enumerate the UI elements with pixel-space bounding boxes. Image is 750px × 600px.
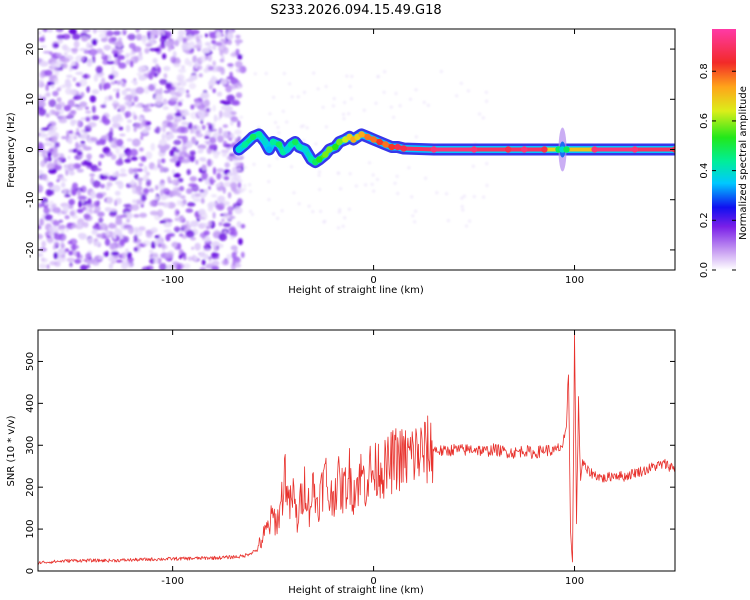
trace-point [292, 138, 299, 146]
snr-panel: -100 0 100 0 100 200 300 400 500 Height of strai… [6, 329, 676, 596]
trace-point [332, 143, 339, 151]
snr-x-axis-label: Height of straight line (km) [288, 585, 424, 596]
trace-point [370, 136, 377, 143]
spectrogram-noise-region [38, 29, 489, 270]
trace-point [326, 146, 333, 153]
snr-series-line [38, 332, 675, 565]
snr-y-tick-label: 300 [25, 436, 36, 455]
trace-point [255, 131, 263, 138]
spectrogram-y-tick-label: 10 [25, 93, 36, 106]
trace-point [241, 141, 249, 148]
trace-point [521, 146, 528, 153]
colorbar-tick-label: 0.8 [699, 63, 710, 79]
trace-point [591, 146, 598, 153]
trace-point [296, 143, 303, 151]
trace-point [394, 143, 401, 151]
trace-point [382, 141, 389, 148]
trace-point [470, 146, 478, 153]
trace-point [336, 138, 343, 146]
trace-point [358, 131, 365, 138]
trace-point [275, 141, 283, 148]
colorbar-tick-label: 0.2 [699, 212, 710, 228]
snr-x-tick-label: 100 [565, 576, 584, 587]
trace-point [541, 146, 548, 153]
colorbar-tick-label: 0.4 [699, 163, 710, 179]
colorbar: 0.0 0.2 0.4 0.6 0.8 Normalized spectral ampl… [699, 29, 749, 278]
colorbar-ticks: 0.0 0.2 0.4 0.6 0.8 [699, 63, 736, 278]
spectrogram-y-tick-label: -10 [25, 192, 36, 208]
colorbar-tick-label: 0.0 [699, 262, 710, 278]
snr-y-tick-label: 400 [25, 394, 36, 413]
trace-point [322, 151, 329, 158]
trace-point [364, 133, 371, 141]
colorbar-tick-label: 0.6 [699, 113, 710, 129]
figure-title: S233.2026.094.15.49.G18 [270, 3, 441, 18]
snr-y-tick-label: 100 [25, 520, 36, 539]
trace-point [249, 133, 257, 141]
snr-ticks: -100 0 100 0 100 200 300 400 500 [25, 330, 675, 587]
snr-y-tick-label: 200 [25, 478, 36, 497]
trace-point [505, 146, 512, 153]
trace-point [269, 138, 277, 146]
spectrogram-trace [232, 127, 675, 172]
snr-y-axis-label: SNR (10 * v/v) [6, 415, 17, 486]
trace-point [376, 138, 383, 146]
spectrogram-y-axis-label: Frequency (Hz) [6, 112, 17, 188]
trace-point [265, 146, 273, 153]
trace-point [284, 146, 291, 153]
trace-point [261, 138, 269, 146]
snr-plot-area [38, 330, 675, 571]
snr-y-tick-label: 0 [25, 568, 36, 574]
trace-point [563, 146, 570, 153]
spectrogram-y-tick-label: -20 [25, 242, 36, 258]
spectrogram-x-axis-label: Height of straight line (km) [288, 285, 424, 296]
snr-frame [37, 329, 676, 572]
snr-y-tick-label: 500 [25, 352, 36, 371]
spectrogram-y-tick-label: 0 [25, 146, 36, 152]
trace-segment [401, 146, 436, 152]
spectrogram-x-tick-label: 100 [565, 275, 584, 286]
trace-point [631, 146, 638, 153]
snr-x-tick-label: 0 [370, 576, 376, 587]
trace-point [430, 146, 438, 153]
trace-point [302, 146, 309, 153]
colorbar-label: Normalized spectral amplitude [738, 86, 749, 240]
noise-speckle-layer [38, 29, 489, 270]
spectrogram-x-tick-label: 0 [370, 275, 376, 286]
trace-point [400, 145, 407, 152]
colorbar-gradient [712, 29, 736, 270]
spectrogram-y-tick-label: 20 [25, 43, 36, 56]
trace-point [316, 156, 323, 163]
trace-point [388, 143, 395, 151]
snr-series-group [38, 332, 675, 565]
snr-x-tick-label: -100 [161, 576, 184, 587]
spectrogram-x-tick-label: -100 [161, 275, 184, 286]
trace-point [235, 146, 243, 153]
